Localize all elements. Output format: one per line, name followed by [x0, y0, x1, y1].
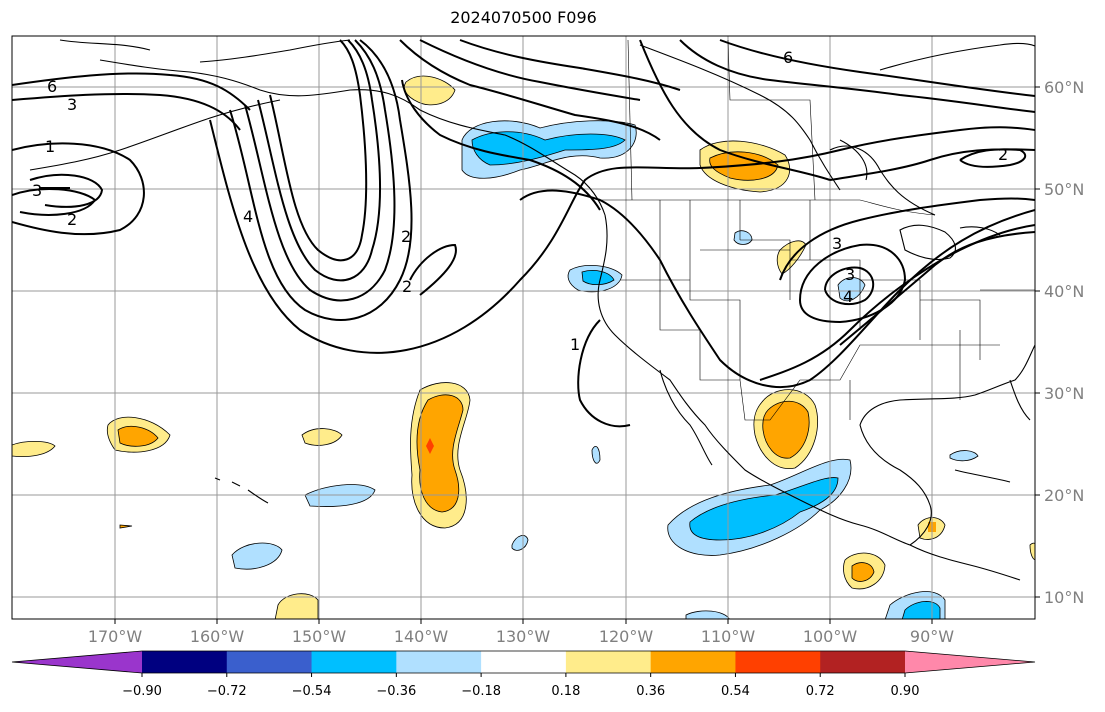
contour-label: 1: [45, 137, 55, 156]
coastlines: [29, 39, 1035, 581]
latitude-labels: 60°N 50°N 40°N 30°N 20°N 10°N: [1035, 78, 1084, 607]
lon-label: 130°W: [496, 627, 551, 646]
longitude-labels: 170°W 160°W 150°W 140°W 130°W 120°W 110°…: [88, 619, 954, 646]
colorbar-label: −0.90: [122, 684, 162, 699]
colorbar-label: 0.18: [551, 684, 580, 699]
colorbar-segment: [311, 651, 397, 673]
colorbar-label: −0.18: [461, 684, 501, 699]
colorbar-label: −0.36: [376, 684, 416, 699]
colorbar-segment: [481, 651, 567, 673]
colorbar-segment: [735, 651, 821, 673]
colorbar-segment: [650, 651, 736, 673]
colorbar-label: −0.54: [292, 684, 332, 699]
colorbar-segment: [142, 651, 228, 673]
colorbar: −0.90 −0.72 −0.54 −0.36 −0.18 0.18 0.36 0.54 0.7…: [11, 650, 1036, 699]
lon-label: 170°W: [88, 627, 143, 646]
contour-label: 2: [401, 227, 411, 246]
contour-label: 3: [832, 234, 842, 253]
contour-label: 6: [783, 48, 793, 67]
map-title: 2024070500 F096: [450, 8, 597, 27]
colorbar-label: 0.54: [721, 684, 750, 699]
lon-label: 160°W: [190, 627, 245, 646]
colorbar-segment: [226, 651, 313, 673]
lon-label: 110°W: [701, 627, 756, 646]
contour-label: 4: [243, 207, 253, 226]
contour-label: 4: [843, 287, 853, 306]
lat-label: 60°N: [1044, 78, 1084, 97]
lat-label: 10°N: [1044, 588, 1084, 607]
contour-label: 1: [570, 335, 580, 354]
lon-label: 90°W: [910, 627, 954, 646]
colorbar-segment: [565, 651, 652, 673]
colorbar-label: 0.72: [806, 684, 835, 699]
colorbar-segment: [396, 651, 482, 673]
colorbar-label: 0.90: [891, 684, 920, 699]
colorbar-label: −0.72: [207, 684, 247, 699]
lon-label: 100°W: [803, 627, 858, 646]
lat-label: 50°N: [1044, 180, 1084, 199]
contour-label: 3: [67, 95, 77, 114]
lon-label: 120°W: [599, 627, 654, 646]
lon-label: 150°W: [292, 627, 347, 646]
contour-label: 3: [845, 265, 855, 284]
contour-labels: 6 3 1 3 2 4 2 2 1 6 2 3 3 4: [32, 48, 1008, 354]
lat-label: 40°N: [1044, 282, 1084, 301]
lat-label: 30°N: [1044, 384, 1084, 403]
contours: [12, 39, 1035, 428]
contour-label: 2: [67, 210, 77, 229]
contour-label: 3: [32, 181, 42, 200]
lon-label: 140°W: [394, 627, 449, 646]
colorbar-extend-low: [12, 651, 142, 673]
colorbar-extend-high: [905, 651, 1035, 673]
contour-label: 2: [998, 145, 1008, 164]
contour-label: 2: [402, 277, 412, 296]
lat-label: 20°N: [1044, 486, 1084, 505]
contour-label: 6: [47, 77, 57, 96]
political-borders: [600, 39, 1035, 421]
colorbar-segment: [820, 651, 906, 673]
colorbar-label: 0.36: [636, 684, 665, 699]
